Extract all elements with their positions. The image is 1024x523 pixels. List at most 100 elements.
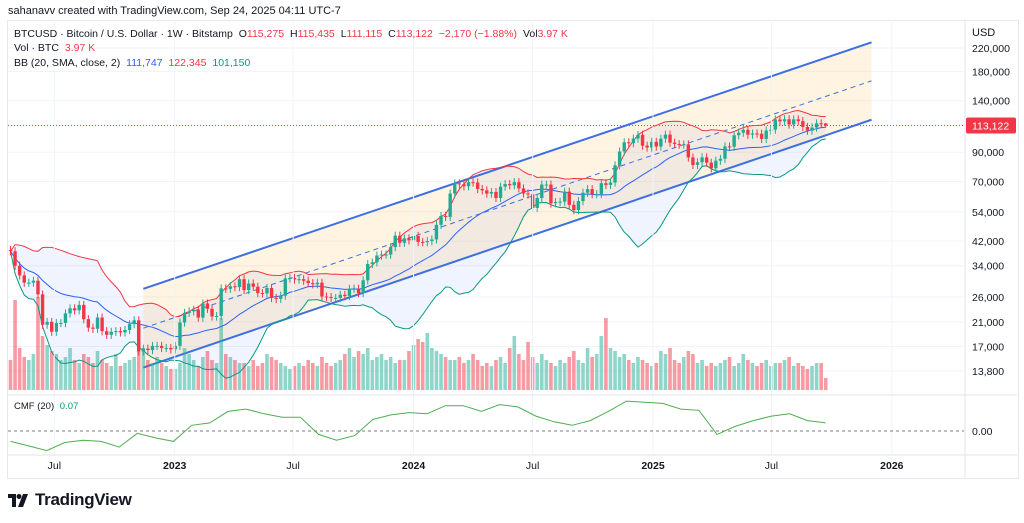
candle-body: [297, 279, 301, 281]
bb-upper-value: 122,345: [168, 57, 207, 69]
volume-bar: [352, 357, 356, 390]
main-pane: [8, 41, 964, 390]
volume-bar: [278, 363, 283, 390]
candle-body: [407, 238, 411, 241]
volume-bar: [13, 300, 17, 390]
volume-bar: [59, 360, 63, 390]
volume-bar: [292, 366, 297, 390]
volume-bar: [507, 348, 512, 390]
candle-body: [86, 319, 91, 328]
candle-body: [91, 327, 95, 329]
volume-bar: [672, 360, 677, 390]
candle-body: [448, 193, 452, 217]
cmf-legend: CMF (20) 0.07: [14, 401, 81, 412]
volume-bar: [604, 318, 608, 390]
volume-bar: [535, 363, 539, 390]
candle-body: [196, 309, 200, 318]
volume-bar: [118, 366, 123, 390]
volume-indicator-name[interactable]: Vol · BTC: [14, 42, 59, 54]
candle-body: [27, 282, 31, 284]
candle-body: [237, 279, 242, 288]
volume-bar: [375, 357, 379, 390]
bb-legend: BB (20, SMA, close, 2) 111,747 122,345 1…: [14, 57, 253, 69]
bb-indicator-name[interactable]: BB (20, SMA, close, 2): [14, 57, 121, 69]
volume-bar: [480, 366, 485, 390]
volume-bar: [407, 351, 411, 390]
channel-fill: [143, 42, 872, 368]
close-label: C: [388, 28, 396, 40]
volume-bar: [178, 363, 182, 390]
cmf-indicator-name[interactable]: CMF (20): [14, 401, 55, 412]
volume-bar: [512, 336, 517, 390]
volume-bar: [393, 363, 398, 390]
volume-bar: [388, 357, 393, 390]
volume-bar: [365, 348, 370, 390]
candle-body: [686, 144, 691, 158]
volume-bar: [452, 360, 457, 390]
last-price-tag-text: 113,122: [972, 121, 1009, 133]
volume-bar: [109, 366, 114, 390]
volume-bar: [823, 378, 828, 390]
volume-bar: [72, 360, 77, 390]
volume-bar: [544, 360, 549, 390]
candle-body: [68, 308, 72, 314]
volume-bar: [260, 363, 265, 390]
volume-bar: [686, 351, 691, 390]
symbol-title[interactable]: BTCUSD · Bitcoin / U.S. Dollar · 1W · Bi…: [14, 28, 233, 40]
candle-body: [301, 279, 306, 281]
volume-bar: [695, 363, 700, 390]
volume-bar: [549, 363, 553, 390]
candle-body: [329, 297, 333, 299]
candle-body: [791, 119, 796, 125]
candle-body: [114, 331, 118, 333]
candle-body: [466, 182, 471, 187]
price-axis-tick: 70,000: [972, 177, 1004, 189]
candle-body: [77, 304, 81, 311]
volume-bar: [196, 366, 201, 390]
volume-bar: [123, 363, 127, 390]
volume-bar: [553, 366, 558, 390]
candle-body: [668, 134, 672, 143]
volume-bar: [471, 354, 475, 390]
tradingview-logo-text: TradingView: [35, 490, 132, 509]
volume-bar: [654, 363, 659, 390]
chart-frame: [7, 20, 1019, 479]
time-axis-tick: Jul: [526, 460, 539, 472]
volume-bar: [164, 366, 169, 390]
candle-body: [59, 323, 63, 325]
candle-body: [375, 255, 379, 263]
currency-label: USD: [972, 27, 995, 39]
volume-bar: [274, 360, 278, 390]
candle-body: [36, 280, 40, 295]
volume-bar: [310, 363, 315, 390]
candle-body: [631, 138, 636, 144]
candle-body: [315, 282, 320, 285]
volume-bar: [503, 363, 507, 390]
candle-body: [370, 262, 375, 265]
chart-credit: sahanavv created with TradingView.com, S…: [8, 5, 341, 17]
volume-bar: [338, 360, 343, 390]
volume-bar: [356, 351, 361, 390]
candle-body: [246, 283, 251, 291]
volume-bar: [91, 363, 95, 390]
volume-bar: [301, 366, 306, 390]
volume-bar: [169, 369, 173, 390]
price-axis-tick: 21,000: [972, 317, 1004, 329]
tradingview-logo[interactable]: TradingView: [8, 490, 132, 510]
candle-body: [755, 133, 759, 135]
volume-bar: [700, 360, 704, 390]
volume-bar: [627, 360, 631, 390]
volume-bar: [86, 357, 91, 390]
volume-bar: [778, 363, 782, 390]
candle-body: [384, 254, 388, 256]
volume-bar: [146, 360, 150, 390]
candle-body: [338, 294, 342, 298]
volume-bar: [517, 354, 521, 390]
close-value: 113,122: [395, 28, 433, 40]
candle-body: [210, 308, 214, 317]
volume-bar: [242, 363, 246, 390]
volume-bar: [723, 360, 727, 390]
volume-bar: [187, 354, 191, 390]
candle-body: [604, 183, 608, 185]
